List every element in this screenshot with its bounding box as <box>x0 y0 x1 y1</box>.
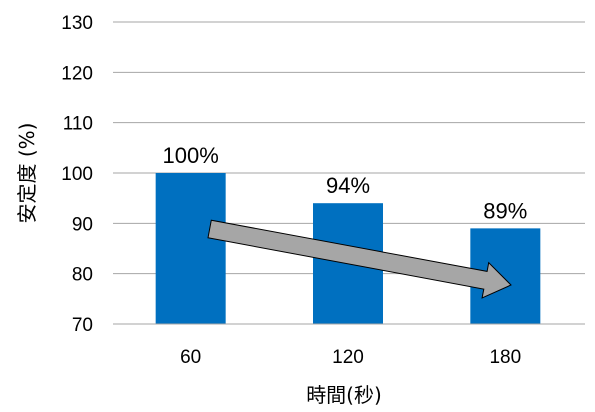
data-labels: 100% 94% 89% <box>163 143 528 223</box>
data-label: 94% <box>326 173 370 198</box>
y-tick-label: 80 <box>72 265 93 286</box>
x-tick-label: 120 <box>332 347 364 368</box>
data-label: 89% <box>483 198 527 223</box>
y-tick-label: 110 <box>63 114 93 135</box>
y-axis-title: 安定度 (%) <box>15 123 39 224</box>
trend-arrow <box>207 219 512 299</box>
y-tick-label: 90 <box>72 214 93 235</box>
y-axis-ticks: 70 80 90 100 110 120 130 <box>61 13 93 336</box>
y-tick-label: 120 <box>61 63 93 84</box>
x-axis-ticks: 60 120 180 <box>180 347 521 368</box>
x-tick-label: 180 <box>489 347 521 368</box>
x-axis-title: 時間(秒) <box>306 383 382 407</box>
x-tick-label: 60 <box>180 347 201 368</box>
y-tick-label: 70 <box>72 315 93 336</box>
bar <box>155 173 226 324</box>
y-tick-label: 100 <box>61 164 93 185</box>
data-label: 100% <box>163 143 219 168</box>
y-tick-label: 130 <box>61 13 93 34</box>
